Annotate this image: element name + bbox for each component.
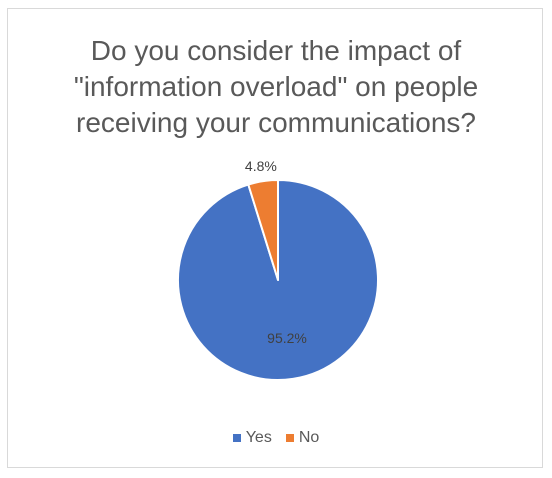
legend-swatch-yes xyxy=(232,434,241,442)
legend-label-yes: Yes xyxy=(245,429,272,446)
legend-item-no: No xyxy=(285,429,320,447)
chart-title: Do you consider the impact of "informati… xyxy=(73,35,479,138)
pie-slice-no xyxy=(247,179,279,281)
data-label-yes: 95.2% xyxy=(267,330,307,346)
pie-slices xyxy=(177,179,379,381)
legend-label-no: No xyxy=(298,429,320,446)
pie-data-labels: 95.2% 4.8% xyxy=(245,158,307,346)
data-label-no: 4.8% xyxy=(245,158,277,174)
legend: Yes No xyxy=(8,429,544,447)
legend-swatch-no xyxy=(285,434,294,442)
chart-frame: Do you consider the impact of "informati… xyxy=(7,8,543,468)
pie-chart: 95.2% 4.8% xyxy=(177,158,379,381)
legend-item-yes: Yes xyxy=(232,429,272,447)
